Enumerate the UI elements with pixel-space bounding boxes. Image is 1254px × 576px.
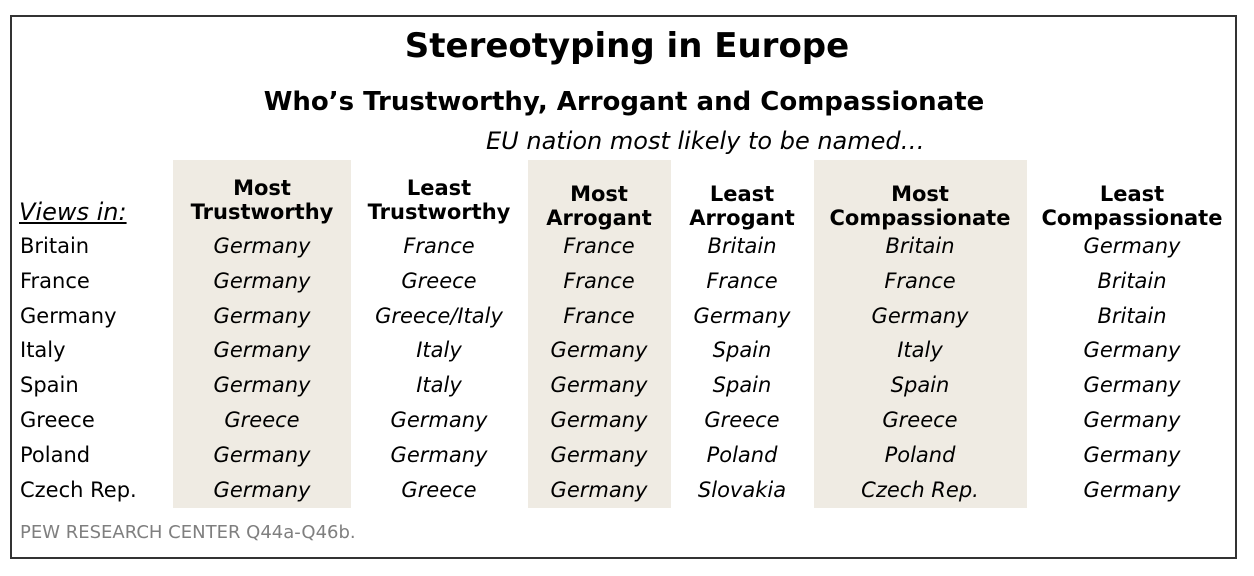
column-header: Least Trustworthy bbox=[319, 176, 559, 224]
row-country-label: Czech Rep. bbox=[20, 477, 137, 502]
table-cell: Germany bbox=[213, 373, 311, 398]
column-header-line: Least bbox=[406, 176, 472, 200]
table-cell: Greece bbox=[401, 477, 477, 502]
table-cell: Germany bbox=[390, 408, 488, 432]
table-cell: Slovakia bbox=[697, 477, 787, 502]
table-cell: Germany bbox=[1083, 234, 1181, 258]
table-cell: Germany bbox=[1083, 373, 1181, 398]
table-cell: Germany bbox=[1083, 408, 1181, 432]
table-cell: Italy bbox=[416, 338, 462, 363]
table-lead-in: EU nation most likely to be named… bbox=[486, 127, 925, 155]
row-country-label: Greece bbox=[20, 408, 95, 432]
table-cell: Spain bbox=[890, 373, 950, 398]
column-header-line: Most bbox=[570, 182, 628, 206]
chart-subtitle: Who’s Trustworthy, Arrogant and Compassi… bbox=[263, 87, 985, 117]
table-cell: France bbox=[706, 268, 778, 293]
shaded-column-most-arrogant bbox=[528, 160, 671, 508]
table-cell: Germany bbox=[693, 303, 791, 328]
table-cell: Greece/Italy bbox=[375, 303, 503, 328]
shaded-column-most-compassionate bbox=[814, 160, 1027, 508]
column-header-line: Least bbox=[1099, 182, 1165, 206]
table-cell: Germany bbox=[213, 442, 311, 467]
table-cell: Germany bbox=[550, 477, 648, 502]
column-header-line: Compassionate bbox=[829, 206, 1011, 230]
table-cell: Germany bbox=[390, 442, 488, 467]
column-header-line: Compassionate bbox=[1041, 206, 1223, 230]
table-cell: France bbox=[563, 234, 635, 258]
shaded-column-most-trustworthy bbox=[173, 160, 351, 508]
column-header: Most Compassionate bbox=[800, 182, 1040, 230]
row-country-label: France bbox=[20, 268, 90, 293]
column-header-line: Arrogant bbox=[546, 206, 652, 230]
column-header-line: Trustworthy bbox=[367, 200, 511, 224]
table-cell: Germany bbox=[550, 338, 648, 363]
row-country-label: Britain bbox=[20, 234, 90, 258]
column-header-line: Least bbox=[709, 182, 775, 206]
table-cell: Germany bbox=[213, 303, 311, 328]
column-header: Most Trustworthy bbox=[142, 176, 382, 224]
table-cell: Britain bbox=[1097, 268, 1167, 293]
column-header-line: Most bbox=[891, 182, 949, 206]
table-cell: Germany bbox=[213, 477, 311, 502]
table-cell: Germany bbox=[550, 408, 648, 432]
table-cell: Britain bbox=[1097, 303, 1167, 328]
table-cell: Greece bbox=[224, 408, 300, 432]
column-header: Least Arrogant bbox=[622, 182, 862, 230]
row-country-label: Poland bbox=[20, 442, 91, 467]
table-cell: Germany bbox=[550, 442, 648, 467]
table-cell: Poland bbox=[884, 442, 956, 467]
column-header-line: Most bbox=[233, 176, 291, 200]
chart-title: Stereotyping in Europe bbox=[404, 26, 850, 66]
table-cell: France bbox=[884, 268, 956, 293]
table-cell: Spain bbox=[712, 373, 772, 398]
row-country-label: Italy bbox=[20, 338, 66, 363]
table-cell: Italy bbox=[897, 338, 943, 363]
table-cell: Germany bbox=[1083, 338, 1181, 363]
table-cell: Britain bbox=[707, 234, 777, 258]
column-header: Most Arrogant bbox=[479, 182, 719, 230]
table-cell: France bbox=[403, 234, 475, 258]
table-cell: Germany bbox=[213, 268, 311, 293]
table-cell: Germany bbox=[1083, 442, 1181, 467]
column-header-line: Arrogant bbox=[689, 206, 795, 230]
table-cell: Czech Rep. bbox=[861, 477, 979, 502]
table-cell: Greece bbox=[704, 408, 780, 432]
table-cell: Italy bbox=[416, 373, 462, 398]
table-cell: Greece bbox=[882, 408, 958, 432]
row-country-label: Spain bbox=[20, 373, 79, 398]
source-note: PEW RESEARCH CENTER Q44a-Q46b. bbox=[20, 522, 356, 543]
table-cell: Germany bbox=[213, 338, 311, 363]
column-header: Least Compassionate bbox=[1012, 182, 1252, 230]
row-header-views-in: Views in: bbox=[19, 198, 127, 226]
table-cell: Germany bbox=[871, 303, 969, 328]
table-cell: Britain bbox=[885, 234, 955, 258]
table-cell: Germany bbox=[1083, 477, 1181, 502]
table-cell: Poland bbox=[706, 442, 778, 467]
table-cell: France bbox=[563, 303, 635, 328]
table-cell: Spain bbox=[712, 338, 772, 363]
table-cell: France bbox=[563, 268, 635, 293]
table-cell: Germany bbox=[213, 234, 311, 258]
column-header-line: Trustworthy bbox=[190, 200, 334, 224]
table-cell: Germany bbox=[550, 373, 648, 398]
row-country-label: Germany bbox=[20, 303, 117, 328]
table-cell: Greece bbox=[401, 268, 477, 293]
